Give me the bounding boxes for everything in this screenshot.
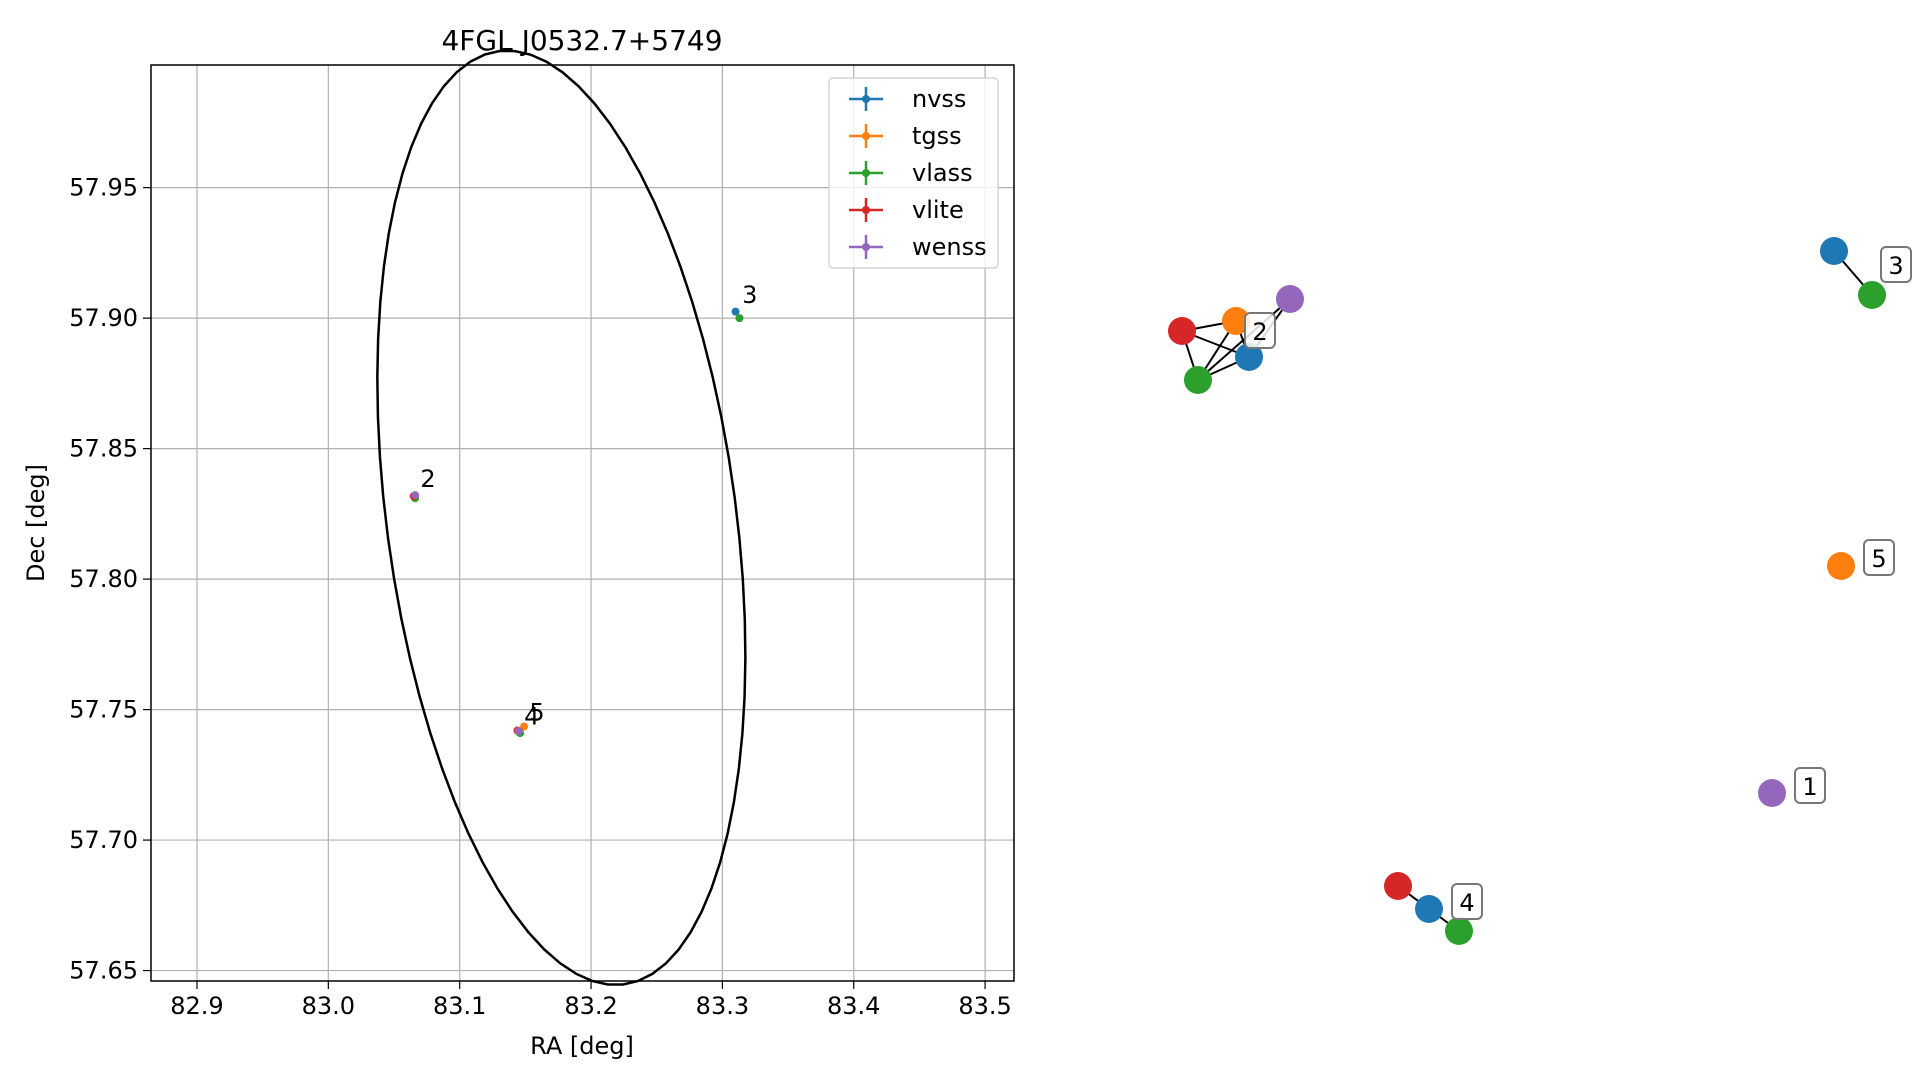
network-group-label-box <box>1880 246 1912 283</box>
network-node <box>1445 917 1473 945</box>
network-group-label-box <box>1244 312 1276 349</box>
point-annotation: 4 <box>524 702 539 730</box>
network-group-label: 3 <box>1888 252 1903 280</box>
legend-marker-wenss-dot <box>862 243 870 251</box>
point-tgss <box>520 722 529 731</box>
network-group-label: 2 <box>1252 318 1267 346</box>
point-annotation: 3 <box>742 281 757 309</box>
legend-box <box>828 77 999 269</box>
network-group-labels: 2 3 5 1 4 <box>1244 246 1912 920</box>
network-group-label: 1 <box>1802 773 1817 801</box>
network-node <box>1168 317 1196 345</box>
x-tick-label: 83.4 <box>827 992 880 1020</box>
point-annotations-layer: 3 2 45 <box>420 281 757 730</box>
point-vlass <box>735 314 744 323</box>
network-group-label: 5 <box>1871 545 1886 573</box>
point-wenss <box>411 491 420 500</box>
network-group-label-box <box>1863 539 1895 576</box>
x-tick-label: 82.9 <box>170 992 223 1020</box>
x-axis-label: RA [deg] <box>530 1032 634 1060</box>
chart-title: 4FGL J0532.7+5749 <box>441 24 722 57</box>
x-tick-label: 83.1 <box>433 992 486 1020</box>
network-node <box>1858 281 1886 309</box>
y-tick-label: 57.95 <box>69 174 138 202</box>
point-annotation: 2 <box>420 465 435 493</box>
legend-items: nvss tgss vlass vlite wenss <box>849 85 987 261</box>
y-tick-label: 57.65 <box>69 957 138 985</box>
legend-label-wenss: wenss <box>912 233 987 261</box>
x-axis-ticks: 82.9 83.0 83.1 83.2 83.3 83.4 83.5 <box>170 981 1012 1020</box>
network-node <box>1758 779 1786 807</box>
network-node <box>1276 285 1304 313</box>
x-tick-label: 83.2 <box>564 992 617 1020</box>
y-tick-label: 57.80 <box>69 565 138 593</box>
network-node <box>1820 237 1848 265</box>
y-tick-label: 57.70 <box>69 826 138 854</box>
legend: nvss tgss vlass vlite wenss <box>828 77 999 269</box>
network-group-label-box <box>1451 883 1483 920</box>
legend-marker-nvss-dot <box>862 95 870 103</box>
network-group-label: 4 <box>1459 889 1474 917</box>
network-node <box>1827 552 1855 580</box>
y-tick-label: 57.85 <box>69 435 138 463</box>
x-tick-label: 83.0 <box>302 992 355 1020</box>
network-node <box>1222 307 1250 335</box>
legend-marker-vlass-dot <box>862 169 870 177</box>
network-node <box>1235 343 1263 371</box>
uncertainty-ellipse <box>376 49 747 986</box>
axes-frame <box>150 64 1015 982</box>
y-axis-label: Dec [deg] <box>22 464 50 582</box>
legend-marker-vlite-dot <box>862 206 870 214</box>
scatter-points-layer <box>409 307 744 738</box>
network-node <box>1415 895 1443 923</box>
legend-label-nvss: nvss <box>912 85 966 113</box>
y-axis-ticks: 57.65 57.70 57.75 57.80 57.85 57.90 57.95 <box>69 174 151 985</box>
y-tick-label: 57.90 <box>69 304 138 332</box>
legend-marker-tgss-dot <box>862 132 870 140</box>
x-tick-label: 83.3 <box>696 992 749 1020</box>
legend-label-vlass: vlass <box>912 159 973 187</box>
point-annotation: 5 <box>529 699 544 727</box>
point-wenss <box>514 726 523 735</box>
network-node <box>1184 366 1212 394</box>
network-nodes <box>1168 237 1886 945</box>
legend-label-vlite: vlite <box>912 196 964 224</box>
network-group-label-box <box>1794 767 1826 804</box>
uncertainty-ellipse-layer <box>376 49 747 986</box>
network-node <box>1384 872 1412 900</box>
y-tick-label: 57.75 <box>69 696 138 724</box>
x-tick-label: 83.5 <box>958 992 1011 1020</box>
network-panel: 2 3 5 1 4 <box>1168 237 1912 945</box>
legend-label-tgss: tgss <box>912 122 962 150</box>
point-nvss <box>731 307 740 316</box>
